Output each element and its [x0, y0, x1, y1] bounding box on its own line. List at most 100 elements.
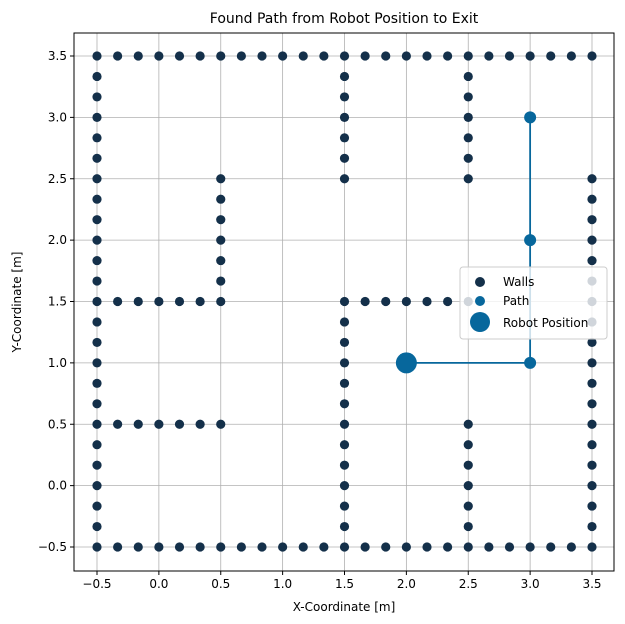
legend-robot-label: Robot Position [503, 316, 588, 330]
wall-point [92, 51, 102, 61]
wall-point [278, 51, 288, 61]
wall-point [443, 296, 453, 307]
wall-point [587, 460, 597, 470]
wall-point [216, 51, 226, 61]
wall-point [339, 378, 350, 388]
wall-point [92, 460, 102, 470]
wall-point [381, 296, 391, 307]
wall-point [587, 399, 597, 409]
wall-point [463, 51, 473, 61]
wall-point [463, 112, 473, 122]
x-tick-label: 3.0 [521, 577, 540, 591]
wall-point [381, 542, 391, 552]
wall-point [463, 153, 473, 163]
wall-points [92, 51, 597, 552]
wall-point [92, 542, 102, 552]
wall-point [381, 51, 391, 61]
wall-point [339, 317, 350, 327]
wall-point [339, 358, 350, 368]
wall-point [92, 235, 102, 245]
wall-point [92, 378, 102, 388]
path-points [524, 111, 537, 369]
wall-point [154, 542, 164, 552]
wall-point [401, 296, 411, 307]
wall-point [339, 399, 350, 409]
wall-point [174, 419, 185, 429]
wall-point [154, 51, 164, 61]
wall-point [484, 51, 494, 61]
wall-point [587, 215, 597, 225]
wall-point [216, 419, 226, 429]
wall-point [195, 542, 205, 552]
wall-point [236, 51, 246, 61]
wall-point [443, 542, 453, 552]
wall-point [587, 358, 597, 368]
wall-point [422, 296, 432, 307]
wall-point [216, 276, 226, 286]
robot-point [395, 352, 417, 374]
wall-point [339, 501, 350, 511]
wall-point [113, 542, 123, 552]
wall-point [216, 235, 226, 245]
wall-point [339, 112, 350, 122]
legend-walls-label: Walls [503, 275, 534, 289]
wall-point [92, 153, 102, 163]
wall-point [339, 521, 350, 532]
wall-point [113, 51, 123, 61]
wall-point [339, 92, 350, 102]
wall-point [92, 71, 102, 82]
wall-point [339, 51, 350, 61]
wall-point [92, 133, 102, 143]
y-axis-ticks: −0.5 0.0 0.5 1.0 1.5 2.0 2.5 3.0 3.5 [38, 49, 74, 554]
wall-point [504, 542, 515, 552]
wall-point [174, 51, 185, 61]
wall-point [92, 481, 102, 491]
wall-point [154, 419, 164, 429]
x-axis-label: X-Coordinate [m] [293, 600, 396, 614]
y-tick-label: 0.0 [48, 479, 67, 493]
legend-path-label: Path [503, 294, 529, 308]
wall-point [92, 174, 102, 184]
wall-point [422, 51, 432, 61]
wall-point [92, 521, 102, 532]
legend-box [459, 266, 608, 340]
wall-point [216, 194, 226, 204]
wall-point [92, 215, 102, 225]
wall-point [92, 194, 102, 204]
wall-point [484, 542, 494, 552]
legend: Walls Path Robot Position [459, 266, 608, 340]
wall-point [587, 501, 597, 511]
chart-title: Found Path from Robot Position to Exit [210, 11, 479, 27]
wall-point [339, 153, 350, 163]
wall-point [278, 542, 288, 552]
wall-point [174, 542, 185, 552]
x-tick-label: −0.5 [82, 577, 111, 591]
wall-point [339, 460, 350, 470]
wall-point [587, 255, 597, 266]
wall-point [463, 501, 473, 511]
wall-point [566, 51, 576, 61]
wall-point [92, 440, 102, 450]
y-tick-label: 1.5 [48, 295, 67, 309]
wall-point [257, 542, 267, 552]
y-tick-label: 2.5 [48, 172, 67, 186]
wall-point [587, 337, 597, 348]
wall-point [216, 215, 226, 225]
wall-point [587, 194, 597, 204]
path-point [524, 356, 537, 369]
x-tick-label: 3.5 [582, 577, 601, 591]
wall-point [92, 276, 102, 286]
wall-point [587, 174, 597, 184]
wall-point [463, 542, 473, 552]
wall-point [195, 51, 205, 61]
x-tick-label: 0.0 [149, 577, 168, 591]
wall-point [339, 440, 350, 450]
wall-point [401, 51, 411, 61]
wall-point [422, 542, 432, 552]
wall-point [195, 419, 205, 429]
wall-point [133, 542, 143, 552]
wall-point [133, 296, 143, 307]
y-tick-label: 2.0 [48, 233, 67, 247]
wall-point [92, 501, 102, 511]
wall-point [587, 51, 597, 61]
